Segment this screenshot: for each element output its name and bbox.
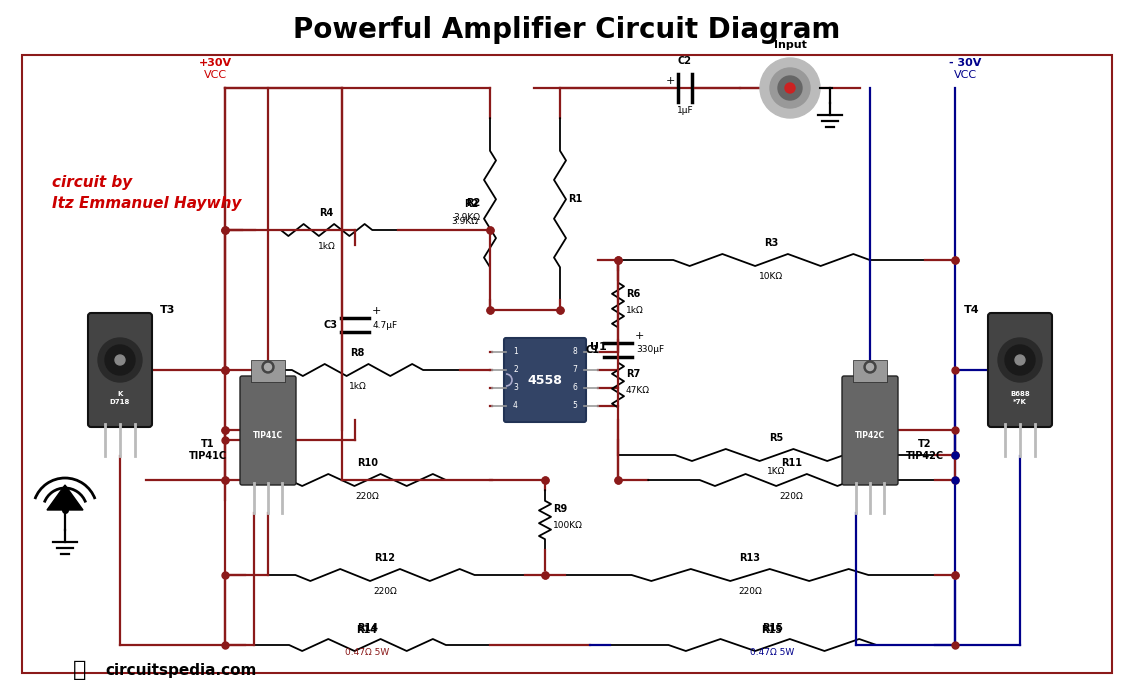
Circle shape xyxy=(262,361,274,373)
Circle shape xyxy=(115,355,125,365)
Circle shape xyxy=(778,76,802,100)
Text: 1kΩ: 1kΩ xyxy=(626,306,644,315)
Text: 1μF: 1μF xyxy=(677,106,693,115)
Text: R12: R12 xyxy=(374,553,396,563)
Circle shape xyxy=(1015,355,1025,365)
FancyBboxPatch shape xyxy=(843,376,898,485)
Text: R13: R13 xyxy=(739,553,761,563)
Bar xyxy=(853,360,887,382)
Circle shape xyxy=(264,364,271,371)
FancyBboxPatch shape xyxy=(88,313,152,427)
Text: 6: 6 xyxy=(573,383,577,392)
Text: R15: R15 xyxy=(762,623,782,633)
Text: R14: R14 xyxy=(356,625,378,635)
Text: 2: 2 xyxy=(513,365,518,374)
Text: circuitspedia.com: circuitspedia.com xyxy=(105,662,256,678)
Text: T3: T3 xyxy=(160,305,176,315)
Circle shape xyxy=(864,361,875,373)
Circle shape xyxy=(1005,345,1035,375)
Text: 220Ω: 220Ω xyxy=(738,587,762,596)
Text: C2: C2 xyxy=(678,56,692,66)
Text: 3.9KΩ: 3.9KΩ xyxy=(451,218,479,226)
Text: 4: 4 xyxy=(513,401,518,410)
Circle shape xyxy=(105,345,135,375)
Text: R6: R6 xyxy=(626,289,641,299)
Text: R15: R15 xyxy=(762,625,782,635)
Text: 220Ω: 220Ω xyxy=(356,492,380,501)
Text: 220Ω: 220Ω xyxy=(373,587,397,596)
Text: 0.47Ω 5W: 0.47Ω 5W xyxy=(345,648,389,657)
Text: 1kΩ: 1kΩ xyxy=(318,242,336,251)
Text: 7: 7 xyxy=(573,365,577,374)
Text: R10: R10 xyxy=(357,458,378,468)
FancyBboxPatch shape xyxy=(503,338,586,422)
Text: R3: R3 xyxy=(764,238,779,248)
Text: VCC: VCC xyxy=(203,70,227,80)
Text: 220Ω: 220Ω xyxy=(780,492,803,501)
Text: 🔧: 🔧 xyxy=(74,660,86,680)
Text: R8: R8 xyxy=(350,348,365,358)
Text: +: + xyxy=(666,76,675,86)
Text: C3: C3 xyxy=(323,320,337,330)
Text: T1
TIP41C: T1 TIP41C xyxy=(189,439,227,461)
Text: 3.9KΩ: 3.9KΩ xyxy=(452,212,480,221)
Text: K
D718: K D718 xyxy=(110,392,130,405)
Text: +: + xyxy=(372,306,381,316)
Circle shape xyxy=(760,58,820,118)
Text: R9: R9 xyxy=(553,504,567,514)
Text: R11: R11 xyxy=(781,458,802,468)
Text: 4558: 4558 xyxy=(527,373,562,387)
Text: R7: R7 xyxy=(626,369,641,379)
Text: Input: Input xyxy=(773,40,806,50)
Text: TIP41C: TIP41C xyxy=(253,431,284,440)
Text: T4: T4 xyxy=(964,305,980,315)
Text: 1kΩ: 1kΩ xyxy=(348,382,366,391)
FancyBboxPatch shape xyxy=(240,376,296,485)
Text: - 30V: - 30V xyxy=(949,58,981,68)
Text: +: + xyxy=(635,331,644,341)
Circle shape xyxy=(866,364,873,371)
Text: 1KΩ: 1KΩ xyxy=(768,467,786,476)
Text: TIP42C: TIP42C xyxy=(855,431,885,440)
Bar xyxy=(22,55,1112,673)
Text: 0.47Ω 5W: 0.47Ω 5W xyxy=(750,648,794,657)
Text: +30V: +30V xyxy=(198,58,231,68)
Text: B688
*7K: B688 *7K xyxy=(1010,392,1030,405)
Text: 330μF: 330μF xyxy=(636,346,665,355)
Text: C1: C1 xyxy=(586,345,600,355)
FancyBboxPatch shape xyxy=(988,313,1052,427)
Text: 3: 3 xyxy=(513,383,518,392)
Bar xyxy=(251,360,285,382)
Circle shape xyxy=(785,83,795,93)
Text: R4: R4 xyxy=(320,208,333,218)
Text: U1: U1 xyxy=(590,342,607,352)
Text: R14: R14 xyxy=(357,623,378,633)
Text: R2: R2 xyxy=(464,199,479,209)
Circle shape xyxy=(998,338,1042,382)
Text: VCC: VCC xyxy=(954,70,976,80)
Circle shape xyxy=(98,338,142,382)
Text: 8: 8 xyxy=(573,348,577,357)
Text: Powerful Amplifier Circuit Diagram: Powerful Amplifier Circuit Diagram xyxy=(294,16,840,44)
Polygon shape xyxy=(46,485,83,510)
Text: 4.7μF: 4.7μF xyxy=(373,320,398,329)
Text: R2: R2 xyxy=(466,198,480,208)
Text: T2
TIP42C: T2 TIP42C xyxy=(906,439,945,461)
Text: R1: R1 xyxy=(568,194,582,204)
Text: 47KΩ: 47KΩ xyxy=(626,386,650,395)
Circle shape xyxy=(770,68,810,108)
Text: circuit by
Itz Emmanuel Haywhy: circuit by Itz Emmanuel Haywhy xyxy=(52,175,242,211)
Text: 5: 5 xyxy=(573,401,577,410)
Text: R5: R5 xyxy=(769,433,784,443)
Text: 1: 1 xyxy=(513,348,518,357)
Text: 10KΩ: 10KΩ xyxy=(760,272,784,281)
Text: 100KΩ: 100KΩ xyxy=(553,521,583,530)
